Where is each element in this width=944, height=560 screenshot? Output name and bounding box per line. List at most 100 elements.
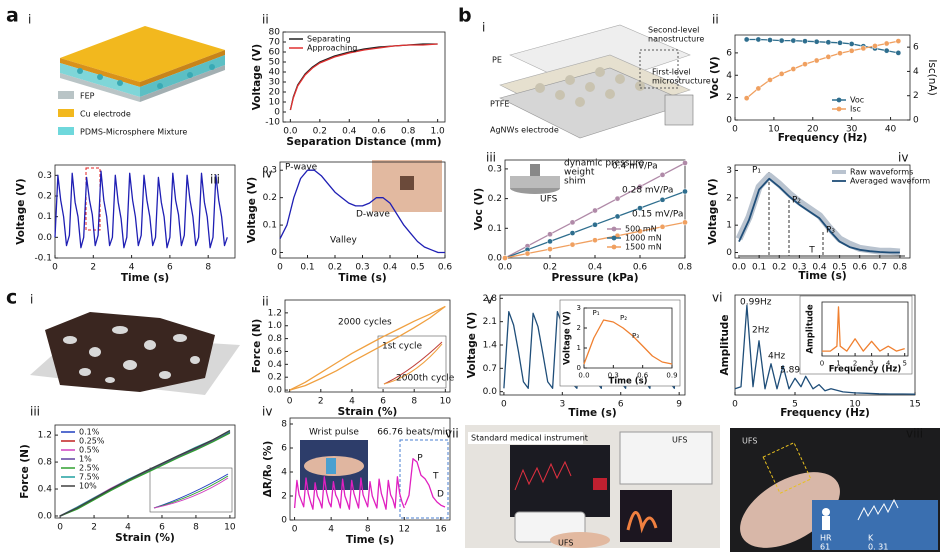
monitor-text: 0. 31 — [868, 543, 888, 552]
x-tick-label: 0.1 — [752, 263, 766, 273]
legend-marker — [837, 98, 842, 103]
legend-marker — [612, 245, 617, 250]
legend-text: PDMS-Microsphere Mixture — [80, 128, 187, 137]
data-point — [837, 51, 842, 56]
data-point — [547, 232, 552, 237]
monitor-text: HR — [820, 534, 832, 543]
x-axis-title: Strain (%) — [338, 406, 398, 418]
legend-label: Raw waveforms — [850, 168, 913, 177]
legend-label: 2.5% — [79, 464, 100, 473]
y-tick-label: 0.2 — [38, 192, 52, 202]
x-axis-title: Frequency (Hz) — [778, 132, 868, 144]
data-point — [884, 41, 889, 46]
data-point — [570, 220, 575, 225]
y-axis-title: Voltage (V) — [707, 178, 719, 245]
y-tick-label: 2 — [577, 324, 581, 332]
data-point — [547, 239, 552, 244]
data-point — [682, 220, 687, 225]
panel-letter: b — [458, 5, 472, 27]
annotation: T — [432, 472, 439, 482]
x-tick-label: 0.9 — [666, 372, 677, 380]
y-tick-label: 3 — [726, 166, 732, 176]
data-point — [896, 50, 901, 55]
y-tick-label: 0 — [274, 108, 280, 118]
y-tick-label: 0.7 — [483, 364, 497, 374]
data-point — [744, 37, 749, 42]
x-tick-label: 0 — [501, 400, 507, 410]
x-tick-label: 0 — [52, 263, 58, 273]
data-point — [779, 71, 784, 76]
x-tick-label: 0.5 — [410, 263, 424, 273]
y-tick-label: 80 — [269, 28, 281, 38]
y2-tick-label: 2 — [913, 91, 919, 101]
x-tick-label: 0 — [820, 360, 824, 368]
data-point — [592, 238, 597, 243]
data-point — [791, 38, 796, 43]
x-tick-label: 0 — [292, 525, 298, 535]
y-tick-label: -0.1 — [34, 254, 52, 264]
y-tick-label: 0 — [726, 248, 732, 258]
data-point — [837, 40, 842, 45]
y-tick-label: 50 — [269, 58, 281, 68]
data-point — [884, 48, 889, 53]
x-tick-label: 12 — [399, 525, 410, 535]
callout: AgNWs electrode — [490, 126, 559, 135]
x-tick-label: 8 — [411, 397, 417, 407]
annotation: P₁ — [752, 166, 761, 176]
annotation: T — [808, 246, 815, 256]
data-point — [682, 160, 687, 165]
y2-tick-label: 0 — [913, 116, 919, 126]
annotation: P₁ — [592, 309, 599, 317]
data-point — [791, 66, 796, 71]
legend-label: Separating — [307, 35, 351, 44]
legend-label: 0.1% — [79, 428, 100, 437]
x-tick-label: 2 — [318, 397, 324, 407]
y-tick-label: 60 — [269, 48, 281, 58]
x-axis-title: Time (s) — [338, 272, 386, 284]
callout: First-level — [652, 68, 691, 77]
x-tick-label: 0 — [732, 400, 738, 410]
y-tick-label: 0.8 — [38, 458, 53, 468]
y-axis-title: Voc (V) — [473, 188, 485, 230]
y-tick-label: 70 — [269, 38, 281, 48]
data-point — [802, 39, 807, 44]
callout: PE — [492, 56, 502, 65]
annotation: 66.76 beats/min — [377, 428, 451, 438]
y-tick-label: 3 — [577, 304, 581, 312]
annotation: 2000th cycle — [396, 374, 455, 384]
y-tick-label: 0.4 — [268, 360, 283, 370]
data-point — [849, 48, 854, 53]
data-point — [660, 224, 665, 229]
sub-label: i — [482, 21, 485, 35]
y-tick-label: 0.0 — [38, 233, 53, 243]
legend-label: 7.5% — [79, 473, 100, 482]
legend-label: Approaching — [307, 44, 357, 53]
sub-label: vi — [712, 291, 722, 305]
legend-text: FEP — [80, 92, 95, 101]
legend-text: Cu electrode — [80, 110, 131, 119]
x-tick-label: 0 — [277, 263, 283, 273]
y2-tick-label: 6 — [913, 43, 919, 53]
photo-caption: UFS — [742, 437, 757, 446]
callout: Second-level — [648, 26, 699, 35]
legend-label: 1500 mN — [625, 243, 662, 252]
y-axis-title: Voltage (V) — [563, 311, 573, 365]
y-axis-title: Voltage (V) — [251, 44, 263, 111]
legend-marker — [612, 236, 617, 241]
y-axis-title: ΔR/R₀ (%) — [262, 441, 274, 498]
annotation: P₃ — [632, 332, 639, 340]
y-axis-title: Voltage (V) — [246, 177, 258, 244]
annotation: Wrist pulse — [309, 428, 359, 438]
y-tick-label: 6 — [281, 444, 287, 454]
y-axis-title: Voltage (V) — [15, 178, 27, 245]
sub-label: iv — [262, 405, 272, 419]
y-tick-label: 1.0 — [268, 321, 283, 331]
x-tick-label: 4 — [328, 525, 334, 535]
photo-caption: UFS — [558, 539, 573, 548]
y-tick-label: 0.3 — [38, 171, 52, 181]
x-tick-label: 0.0 — [578, 372, 589, 380]
y-tick-label: 0 — [577, 364, 581, 372]
y-tick-label: 30 — [269, 78, 281, 88]
monitor-text: K — [868, 534, 874, 543]
y-tick-label: 0.3 — [488, 164, 502, 174]
